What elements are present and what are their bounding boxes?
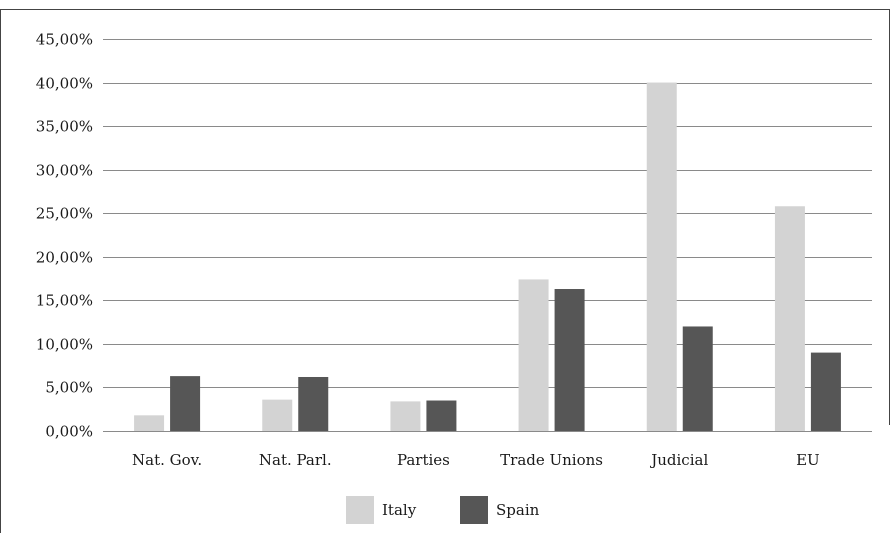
x-category-label: Judicial — [649, 451, 708, 469]
bar-spain — [426, 400, 457, 431]
x-category-label: EU — [796, 451, 820, 469]
x-category-label: Trade Unions — [500, 451, 603, 469]
legend-swatch-spain — [460, 496, 488, 524]
y-tick-label: 40,00% — [36, 75, 93, 93]
y-tick-label: 10,00% — [36, 336, 93, 354]
y-tick-label: 35,00% — [36, 118, 93, 136]
bar-italy — [262, 399, 293, 431]
x-axis: Nat. Gov. Nat. Parl. Parties Trade Unions Ju… — [103, 431, 872, 469]
bar-italy — [646, 82, 677, 432]
bar-italy — [390, 401, 421, 431]
bar-italy — [134, 415, 165, 431]
bar-italy — [518, 279, 549, 431]
y-tick-label: 15,00% — [36, 292, 93, 310]
legend-swatch-italy — [346, 496, 374, 524]
bars — [134, 82, 841, 432]
y-tick-label: 45,00% — [36, 31, 93, 49]
x-category-label: Parties — [397, 451, 450, 469]
bar-italy — [774, 206, 805, 431]
x-category-label: Nat. Parl. — [259, 451, 332, 469]
bar-spain — [682, 326, 713, 431]
bar-spain — [810, 352, 841, 431]
legend-label-italy: Italy — [382, 501, 417, 519]
legend: Italy Spain — [346, 496, 540, 524]
legend-label-spain: Spain — [496, 501, 540, 519]
y-tick-label: 0,00% — [45, 423, 93, 441]
bar-spain — [554, 289, 585, 431]
y-tick-label: 25,00% — [36, 205, 93, 223]
bar-spain — [298, 376, 329, 431]
x-category-label: Nat. Gov. — [132, 451, 202, 469]
y-tick-label: 20,00% — [36, 249, 93, 267]
y-tick-label: 30,00% — [36, 162, 93, 180]
y-axis: 0,00% 5,00% 10,00% 15,00% 20,00% 25,00% 30,00%… — [36, 31, 93, 441]
bar-spain — [170, 376, 201, 431]
gridlines — [103, 39, 872, 432]
y-tick-label: 5,00% — [45, 379, 93, 397]
